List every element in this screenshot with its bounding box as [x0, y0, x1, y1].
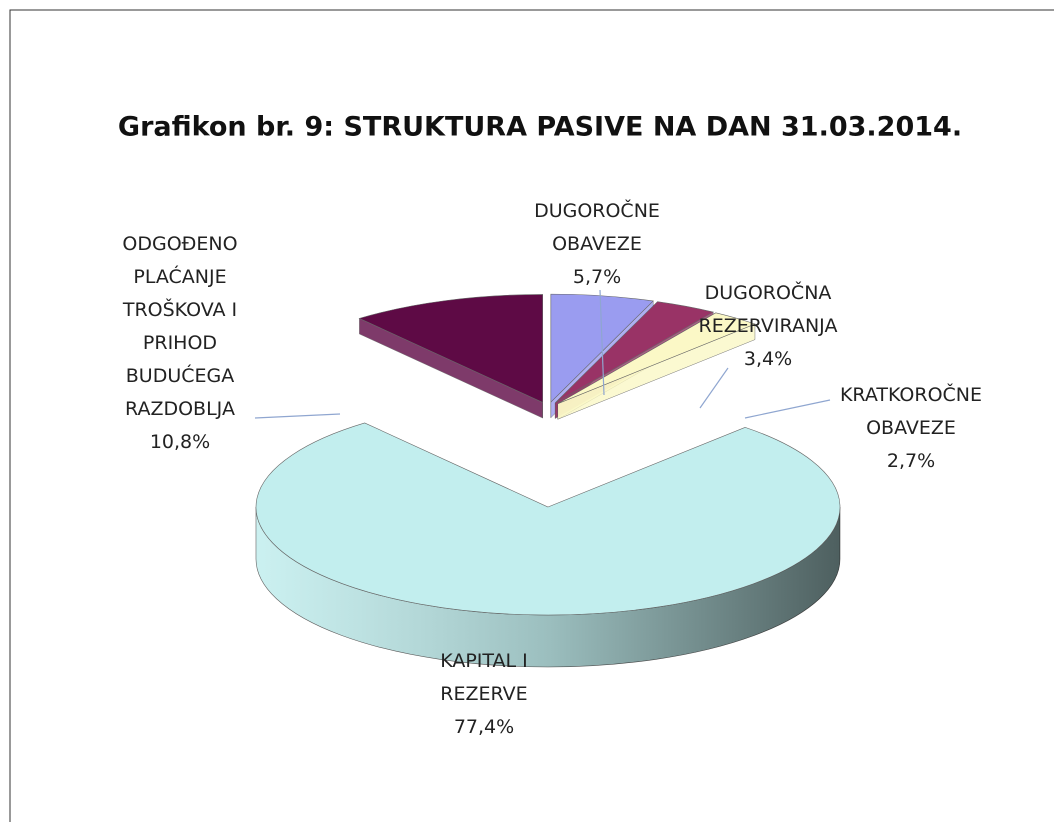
- category-label: ODGOĐENO PLAĆANJE TROŠKOVA I PRIHOD BUDU…: [122, 233, 238, 420]
- category-label: DUGOROČNA REZERVIRANJA: [698, 282, 838, 337]
- pie: [255, 293, 841, 668]
- frame: [9, 9, 1054, 822]
- data-label: DUGOROČNE OBAVEZE 5,7%: [512, 195, 682, 294]
- leader-lines: [254, 289, 831, 419]
- value-label: 10,8%: [149, 431, 211, 453]
- leader-line: [599, 289, 605, 396]
- category-label: KAPITAL I REZERVE: [440, 650, 528, 705]
- slice: [255, 422, 841, 616]
- data-label: KRATKOROČNE OBAVEZE 2,7%: [821, 379, 1001, 478]
- data-label: ODGOĐENO PLAĆANJE TROŠKOVA I PRIHOD BUDU…: [105, 228, 255, 459]
- category-label: KRATKOROČNE OBAVEZE: [839, 384, 983, 439]
- slice: [554, 301, 714, 404]
- category-label: DUGOROČNE OBAVEZE: [534, 200, 660, 255]
- leader-line: [699, 367, 729, 409]
- value-label: 3,4%: [743, 348, 793, 370]
- value-label: 2,7%: [886, 450, 936, 472]
- slice: [358, 294, 543, 403]
- data-label: KAPITAL I REZERVE 77,4%: [424, 645, 544, 744]
- value-label: 77,4%: [453, 716, 515, 738]
- leader-line: [744, 399, 831, 419]
- data-label: DUGOROČNA REZERVIRANJA 3,4%: [673, 277, 863, 376]
- value-label: 5,7%: [572, 266, 622, 288]
- slice: [557, 312, 756, 404]
- chart-title: Grafikon br. 9: STRUKTURA PASIVE NA DAN …: [118, 112, 962, 143]
- slice-side-shade: [256, 507, 840, 667]
- leader-line: [254, 413, 341, 419]
